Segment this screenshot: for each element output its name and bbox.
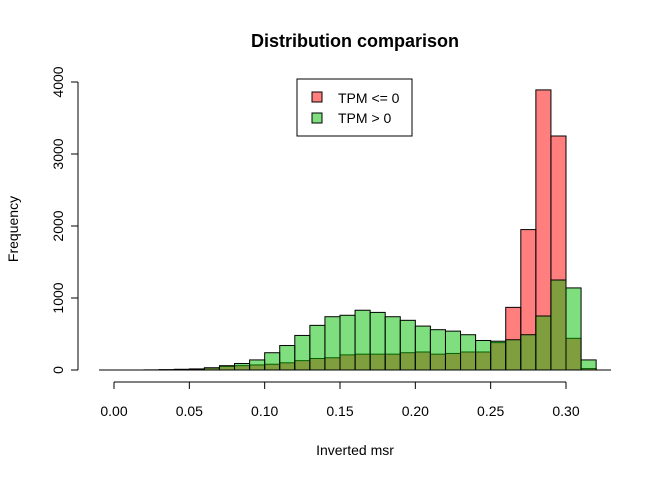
bar	[551, 280, 566, 370]
x-tick-label: 0.20	[402, 403, 429, 419]
bar	[566, 288, 581, 370]
bar	[536, 316, 551, 370]
y-tick-label: 4000	[50, 66, 66, 97]
chart-title: Distribution comparison	[251, 31, 459, 51]
x-tick-label: 0.30	[552, 403, 579, 419]
bar	[400, 320, 415, 370]
bar	[295, 335, 310, 370]
bar	[476, 340, 491, 370]
bar	[445, 331, 460, 370]
x-tick-label: 0.00	[100, 403, 127, 419]
x-tick-label: 0.15	[326, 403, 353, 419]
x-tick-label: 0.10	[251, 403, 278, 419]
y-tick-label: 1000	[50, 282, 66, 313]
y-tick-label: 3000	[50, 138, 66, 169]
bar	[491, 341, 506, 370]
bar	[219, 366, 234, 370]
legend-label-tpm-le-0: TPM <= 0	[338, 90, 400, 106]
bar	[265, 353, 280, 370]
bar	[250, 360, 265, 370]
x-tick-label: 0.25	[477, 403, 504, 419]
bar	[340, 315, 355, 370]
bar	[325, 317, 340, 370]
legend-swatch-tpm-gt-0	[312, 113, 322, 123]
bar	[581, 360, 596, 370]
bar	[385, 317, 400, 370]
legend-swatch-tpm-le-0	[312, 92, 322, 102]
bar	[506, 340, 521, 370]
y-tick-label: 0	[50, 366, 66, 374]
bar	[235, 364, 250, 370]
y-axis-label: Frequency	[5, 196, 21, 262]
y-tick-label: 2000	[50, 210, 66, 241]
bar	[521, 335, 536, 370]
bar	[415, 326, 430, 370]
bar	[280, 346, 295, 370]
bar	[355, 310, 370, 370]
legend: TPM <= 0 TPM > 0	[297, 79, 412, 136]
x-tick-label: 0.05	[176, 403, 203, 419]
bar	[430, 330, 445, 370]
x-axis-label: Inverted msr	[316, 442, 394, 458]
legend-label-tpm-gt-0: TPM > 0	[338, 110, 392, 126]
bar	[310, 325, 325, 370]
bar	[461, 335, 476, 370]
bar	[370, 312, 385, 370]
legend-box	[297, 79, 412, 136]
